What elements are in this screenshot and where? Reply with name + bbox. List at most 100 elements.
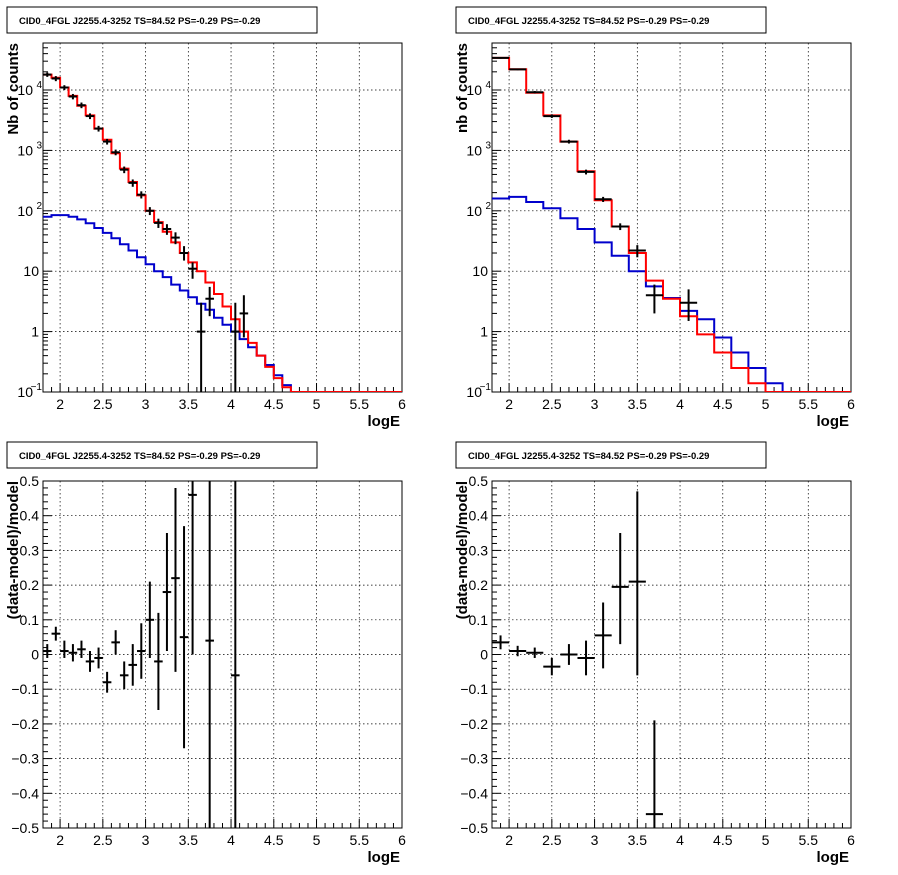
data-point — [154, 218, 163, 228]
y-tick-label: 0 — [31, 647, 39, 663]
y-tick-label: 10 — [466, 203, 482, 219]
data-layer — [43, 481, 240, 828]
grid — [492, 480, 852, 829]
y-tick-exponent: 2 — [36, 201, 42, 212]
title-box — [6, 441, 318, 469]
x-tick-label: 4 — [227, 832, 235, 848]
x-tick-label: 6 — [847, 832, 855, 848]
data-point — [492, 56, 510, 59]
y-tick-exponent: 4 — [485, 80, 491, 91]
data-point — [43, 72, 52, 77]
data-point — [85, 113, 95, 120]
data-point — [231, 302, 240, 392]
grid — [43, 43, 403, 393]
x-axis-label: logE — [368, 849, 401, 866]
data-point — [594, 196, 612, 202]
y-tick-label: 10 — [23, 263, 39, 279]
data-point — [543, 657, 561, 676]
data-point — [77, 102, 86, 109]
data-point — [645, 720, 663, 828]
data-point — [162, 533, 172, 652]
y-axis-label: (data-model)/model — [5, 481, 22, 619]
y-tick-label: 10 — [466, 384, 482, 400]
residuals-panel-right: CID0_4FGL J2255.4-3252 TS=84.52 PS=-0.29… — [454, 441, 855, 866]
data-layer — [492, 491, 663, 828]
data-point — [509, 68, 527, 71]
data-point — [68, 644, 78, 662]
data-point — [560, 139, 578, 144]
y-tick-label: 10 — [17, 82, 33, 98]
y-tick-exponent: −1 — [31, 382, 43, 393]
data-point — [577, 640, 595, 676]
data-point — [628, 245, 646, 258]
y-axis-label: nb of counts — [454, 43, 471, 133]
data-point — [492, 635, 510, 650]
y-tick-label: −0.1 — [11, 681, 39, 697]
total-model-histogram — [492, 56, 851, 392]
x-axis-label: logE — [817, 849, 850, 866]
data-point — [171, 232, 180, 245]
y-tick-label: 0.4 — [469, 508, 489, 524]
x-tick-label: 5.5 — [799, 832, 819, 848]
data-point — [128, 644, 138, 686]
plot-frame — [42, 42, 403, 393]
y-tick-label: −0.3 — [11, 751, 39, 767]
x-tick-label: 5.5 — [799, 396, 819, 412]
y-tick-label: 0.2 — [20, 577, 40, 593]
y-tick-label: 10 — [466, 82, 482, 98]
data-point — [102, 138, 112, 145]
y-tick-label: 0.1 — [469, 612, 489, 628]
x-tick-label: 4 — [227, 396, 235, 412]
x-tick-label: 3.5 — [628, 396, 648, 412]
data-point — [111, 630, 120, 655]
data-point — [60, 85, 69, 91]
data-point — [154, 612, 163, 711]
x-tick-label: 2 — [56, 832, 64, 848]
x-tick-label: 3 — [591, 396, 599, 412]
data-point — [179, 526, 189, 749]
title-box — [455, 6, 767, 34]
data-point — [645, 284, 663, 314]
y-tick-label: −0.5 — [460, 820, 488, 836]
data-point — [111, 149, 120, 156]
y-tick-label: 0.5 — [20, 473, 40, 489]
x-tick-label: 3 — [142, 396, 150, 412]
y-tick-label: −0.5 — [11, 820, 39, 836]
total-model-histogram — [43, 73, 402, 392]
y-tick-label: 10 — [17, 384, 33, 400]
data-point — [594, 602, 612, 669]
data-point — [188, 481, 197, 655]
chart-title: CID0_4FGL J2255.4-3252 TS=84.52 PS=-0.29… — [468, 451, 709, 462]
data-point — [526, 91, 544, 94]
x-tick-label: 5 — [313, 832, 321, 848]
x-tick-label: 4.5 — [264, 396, 284, 412]
data-point — [239, 295, 249, 338]
y-tick-label: −0.3 — [460, 751, 488, 767]
counts-panel-left: CID0_4FGL J2255.4-3252 TS=84.52 PS=-0.29… — [5, 6, 406, 430]
data-point — [77, 640, 86, 658]
data-point — [68, 93, 78, 100]
x-tick-label: 3.5 — [179, 832, 199, 848]
data-point — [611, 533, 629, 645]
y-tick-label: −0.2 — [11, 716, 39, 732]
data-point — [43, 644, 52, 658]
y-tick-label: −0.2 — [460, 716, 488, 732]
data-point — [205, 481, 214, 828]
background-model-histogram — [43, 214, 402, 392]
y-tick-label: 0.3 — [20, 542, 40, 558]
y-tick-label: 0 — [480, 647, 488, 663]
x-tick-label: 5.5 — [350, 832, 370, 848]
data-point — [526, 647, 544, 658]
x-tick-label: 2 — [505, 832, 513, 848]
x-tick-label: 4 — [676, 396, 684, 412]
x-tick-label: 2 — [505, 396, 513, 412]
x-tick-label: 3 — [591, 832, 599, 848]
data-point — [94, 125, 103, 132]
x-tick-label: 2 — [56, 396, 64, 412]
x-tick-label: 6 — [398, 832, 406, 848]
data-point — [509, 645, 527, 657]
y-tick-label: 0.5 — [469, 473, 489, 489]
data-point — [179, 246, 189, 261]
data-point — [560, 644, 578, 665]
